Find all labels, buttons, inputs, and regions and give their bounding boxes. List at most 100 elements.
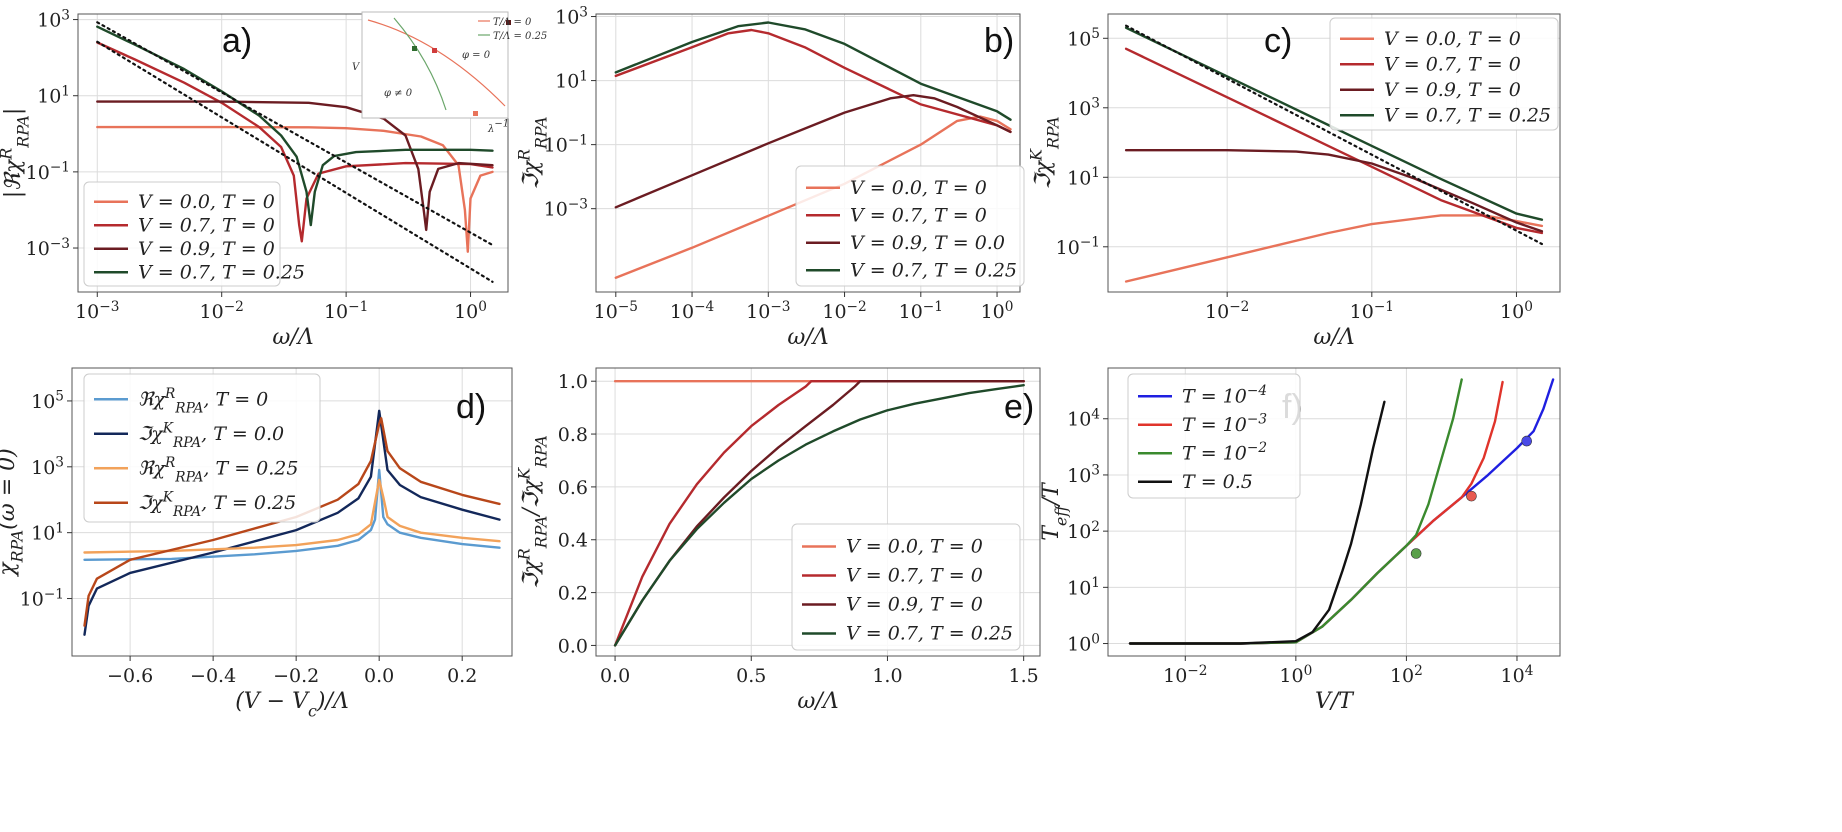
- y-axis-label: ℑχKRPA: [1027, 116, 1063, 189]
- legend-entry: V = 0.9, T = 0: [846, 594, 983, 616]
- legend-entry: ℜχRRPA, T = 0: [138, 386, 268, 416]
- panel-c: 10−2 10−1 100 10−1 101 103 105 ω/Λ ℑχKRPA c) V = 0…: [1027, 13, 1561, 350]
- panel-d: −0.6 −0.4 −0.2 0.0 0.2 10−1 101 103 105 (V − Vc)/…: [0, 367, 513, 720]
- legend: V = 0.0, T = 0V = 0.7, T = 0V = 0.9, T =…: [83, 181, 305, 287]
- asymptote-dotted-line: [96, 40, 494, 283]
- y-tick-label: 10−1: [544, 132, 588, 156]
- x-axis-label: ω/Λ: [787, 325, 828, 350]
- x-tick-label: 0.5: [736, 665, 766, 687]
- legend: V = 0.0, T = 0V = 0.7, T = 0V = 0.9, T =…: [795, 165, 1025, 287]
- legend-entry: ℜχRRPA, T = 0.25: [138, 455, 298, 485]
- y-tick-label: 104: [1067, 407, 1100, 431]
- x-axis-label: ω/Λ: [797, 689, 838, 714]
- y-tick-label: 10−1: [20, 586, 64, 610]
- panel-e: 0.0 0.5 1.0 1.5 0.0 0.2 0.4 0.6 0.8 1.0 ω/Λ ℑχRRPA/…: [515, 367, 1041, 714]
- y-tick-label: 0.8: [558, 424, 588, 446]
- inset-point: [506, 20, 511, 25]
- panel-b: 10−5 10−4 10−3 10−2 10−1 100 10−3 10−1 101 103 ω/Λ…: [515, 4, 1025, 350]
- x-tick-label: 100: [454, 299, 487, 323]
- y-axis-label: Teff/T: [1039, 481, 1070, 541]
- x-tick-label: 10−3: [746, 299, 790, 323]
- legend: V = 0.0, T = 0V = 0.7, T = 0V = 0.9, T =…: [1329, 17, 1559, 131]
- y-tick-label: 101: [1067, 165, 1100, 189]
- x-tick-label: 104: [1501, 663, 1534, 687]
- series-line-2: [1124, 148, 1544, 233]
- series-line-1: [83, 409, 501, 636]
- plot-area: [614, 21, 1012, 279]
- y-tick-label: 103: [555, 4, 588, 28]
- x-tick-label: 100: [1279, 663, 1312, 687]
- x-tick-label: 10−1: [899, 299, 943, 323]
- y-tick-label: 103: [1067, 96, 1100, 120]
- series-line-3: [613, 384, 1025, 647]
- legend-entry: V = 0.9, T = 0: [138, 238, 275, 260]
- y-axis-label: ℑχRRPA: [515, 116, 551, 189]
- x-tick-label: −0.4: [190, 665, 236, 687]
- y-tick-label: 103: [37, 7, 70, 31]
- series-line-1: [96, 41, 494, 243]
- plot-area: [83, 409, 501, 636]
- series-line-0: [614, 115, 1012, 279]
- legend: T = 10−4 T = 10−3 T = 10−2 T = 0.5: [1127, 373, 1301, 499]
- panel-label: b): [984, 22, 1014, 60]
- legend-entry: T = 10−3: [1182, 412, 1267, 436]
- x-tick-label: 0.0: [600, 665, 630, 687]
- threshold-marker-2: [1410, 548, 1422, 559]
- y-tick-label: 10−3: [26, 236, 70, 260]
- legend-entry: T = 10−2: [1182, 440, 1267, 464]
- y-tick-label: 101: [1067, 575, 1100, 599]
- legend-entry: V = 0.0, T = 0: [850, 177, 987, 199]
- axes-frame: [77, 13, 509, 293]
- axes-frame: [1107, 13, 1561, 293]
- x-tick-label: 10−1: [324, 299, 368, 323]
- x-tick-label: 100: [981, 299, 1014, 323]
- series-line-2: [614, 93, 1012, 209]
- series-line-0: [1124, 214, 1544, 283]
- legend: V = 0.0, T = 0V = 0.7, T = 0V = 0.9, T =…: [791, 523, 1021, 651]
- x-tick-label: 10−2: [1205, 299, 1249, 323]
- plot-area: [1128, 378, 1555, 645]
- y-axis-label: χRPA(ω = 0): [0, 448, 26, 577]
- legend-entry: V = 0.7, T = 0: [138, 214, 275, 236]
- legend-box: [795, 165, 1025, 287]
- y-axis-label: ℑχRRPA/ℑχKRPA: [515, 435, 551, 589]
- y-tick-label: 1.0: [558, 371, 588, 393]
- legend-box: [83, 373, 321, 523]
- legend: ℜχRRPA, T = 0 ℑχKRPA, T = 0.0 ℜχRRPA, T = …: [83, 373, 321, 523]
- y-tick-label: 10−3: [544, 196, 588, 220]
- y-tick-label: 101: [31, 520, 64, 544]
- axes-frame: [1107, 367, 1561, 657]
- x-tick-label: 10−2: [1163, 663, 1207, 687]
- x-tick-label: 10−5: [594, 299, 638, 323]
- axes-frame: [595, 367, 1041, 657]
- series-line-1: [1124, 47, 1544, 235]
- x-tick-label: 0.2: [447, 665, 477, 687]
- legend-entry: V = 0.7, T = 0: [846, 565, 983, 587]
- series-line-3: [1124, 26, 1544, 221]
- inset-legend-entry: T/Λ = 0: [493, 17, 532, 28]
- inset-frame: [361, 11, 509, 119]
- x-tick-label: 10−4: [670, 299, 715, 323]
- legend-box: [83, 181, 281, 287]
- x-tick-label: 10−3: [75, 299, 119, 323]
- x-axis-label: V/T: [1315, 689, 1355, 714]
- legend-entry: V = 0.7, T = 0.25: [138, 261, 305, 283]
- x-tick-label: 102: [1390, 663, 1423, 687]
- series-line-3: [614, 21, 1012, 121]
- x-tick-label: 1.5: [1009, 665, 1039, 687]
- legend-entry: V = 0.9, T = 0: [1384, 79, 1521, 101]
- inset-point: [412, 46, 417, 51]
- inset-boundary-t025: [393, 17, 447, 111]
- legend-entry: V = 0.7, T = 0.25: [850, 259, 1017, 281]
- series-line-2: [96, 100, 494, 232]
- legend-entry: ℑχKRPA, T = 0.25: [138, 490, 296, 520]
- x-axis-label: ω/Λ: [1313, 325, 1354, 350]
- inset-phase-label: φ ≠ 0: [384, 88, 413, 99]
- panel-label: d): [456, 388, 486, 426]
- plot-area: [96, 21, 494, 283]
- axes-frame: [595, 13, 1021, 293]
- threshold-marker-0: [1521, 435, 1533, 447]
- series-line-0: [83, 468, 501, 561]
- asymptote-dotted-line: [96, 21, 494, 247]
